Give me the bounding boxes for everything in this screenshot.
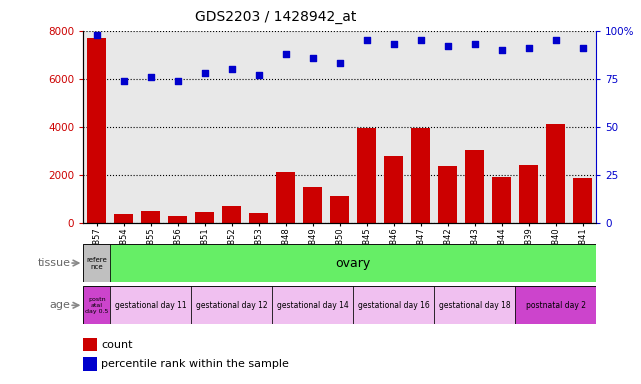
Point bbox=[172, 78, 183, 84]
Bar bbox=[87, 38, 106, 223]
Text: tissue: tissue bbox=[38, 258, 71, 268]
Text: count: count bbox=[101, 340, 133, 350]
Text: postnatal day 2: postnatal day 2 bbox=[526, 301, 586, 310]
Text: gestational day 14: gestational day 14 bbox=[277, 301, 349, 310]
Bar bbox=[169, 216, 187, 223]
Point bbox=[578, 45, 588, 51]
Point bbox=[551, 37, 561, 43]
Bar bbox=[191, 286, 272, 324]
Bar bbox=[357, 128, 376, 223]
Bar bbox=[83, 338, 97, 351]
Bar bbox=[492, 177, 511, 223]
Bar bbox=[434, 286, 515, 324]
Point bbox=[92, 31, 102, 38]
Bar bbox=[142, 211, 160, 223]
Point bbox=[308, 55, 318, 61]
Bar bbox=[573, 178, 592, 223]
Point bbox=[281, 51, 291, 57]
Bar bbox=[353, 286, 434, 324]
Point bbox=[415, 37, 426, 43]
Bar bbox=[249, 213, 268, 223]
Point bbox=[470, 41, 480, 47]
Text: GDS2203 / 1428942_at: GDS2203 / 1428942_at bbox=[195, 10, 356, 23]
Bar bbox=[83, 286, 110, 324]
Point bbox=[227, 66, 237, 72]
Bar bbox=[83, 244, 110, 282]
Bar bbox=[384, 156, 403, 223]
Text: gestational day 16: gestational day 16 bbox=[358, 301, 429, 310]
Point bbox=[199, 70, 210, 76]
Point bbox=[524, 45, 534, 51]
Point bbox=[335, 60, 345, 66]
Text: gestational day 12: gestational day 12 bbox=[196, 301, 267, 310]
Text: postn
atal
day 0.5: postn atal day 0.5 bbox=[85, 297, 108, 314]
Text: percentile rank within the sample: percentile rank within the sample bbox=[101, 359, 289, 369]
Point bbox=[362, 37, 372, 43]
Point bbox=[497, 47, 507, 53]
Bar bbox=[515, 286, 596, 324]
Bar bbox=[519, 165, 538, 223]
Point bbox=[388, 41, 399, 47]
Bar bbox=[110, 286, 191, 324]
Point bbox=[119, 78, 129, 84]
Bar bbox=[330, 196, 349, 223]
Point bbox=[254, 72, 264, 78]
Text: ovary: ovary bbox=[336, 257, 371, 270]
Point bbox=[146, 74, 156, 80]
Bar bbox=[303, 187, 322, 223]
Text: refere
nce: refere nce bbox=[87, 257, 107, 270]
Bar bbox=[465, 149, 484, 223]
Bar bbox=[83, 357, 97, 371]
Bar bbox=[114, 214, 133, 223]
Bar bbox=[438, 166, 457, 223]
Bar bbox=[222, 206, 241, 223]
Text: age: age bbox=[49, 300, 71, 310]
Bar bbox=[546, 124, 565, 223]
Text: gestational day 11: gestational day 11 bbox=[115, 301, 187, 310]
Bar bbox=[412, 128, 430, 223]
Bar bbox=[272, 286, 353, 324]
Bar bbox=[196, 212, 214, 223]
Bar bbox=[276, 172, 296, 223]
Text: gestational day 18: gestational day 18 bbox=[439, 301, 510, 310]
Point bbox=[442, 43, 453, 49]
